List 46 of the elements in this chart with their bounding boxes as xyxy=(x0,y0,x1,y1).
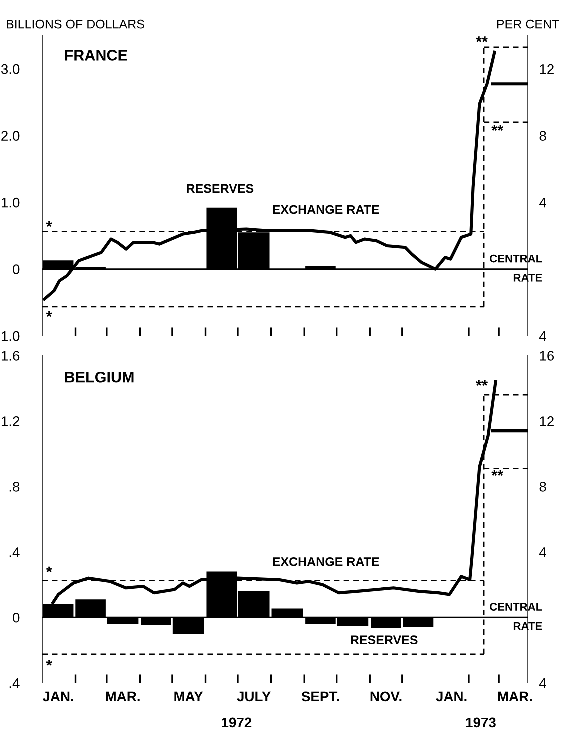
y-tick-label: 3.0 xyxy=(1,64,20,74)
y-axis-title: BILLIONS OF DOLLARS xyxy=(7,20,144,29)
text: FRANCE xyxy=(65,50,128,61)
series-label: RESERVES xyxy=(351,636,418,645)
series-label: EXCHANGE RATE xyxy=(273,205,380,214)
y2-tick-label: 16 xyxy=(540,351,554,361)
series-label: * xyxy=(46,221,52,228)
series-label: * xyxy=(46,311,52,318)
y2-tick-label: 8 xyxy=(540,131,546,142)
y-tick-label: 0 xyxy=(13,264,20,274)
x-tick-label: JAN. xyxy=(436,692,467,702)
series-label: RESERVES xyxy=(187,184,254,194)
series-label: ** xyxy=(492,470,504,476)
y2-tick-label: 4 xyxy=(540,198,547,208)
series-label: * xyxy=(46,660,52,666)
text: 1972 xyxy=(222,718,252,728)
x-tick-label: SEPT. xyxy=(302,692,340,702)
y2-tick-label: 12 xyxy=(540,416,554,426)
y-tick-label: .4 xyxy=(10,548,20,558)
y2-axis-title: PER CENT xyxy=(497,20,560,29)
x-tick-label: JULY xyxy=(237,692,271,702)
y2-tick-label: 4 xyxy=(540,548,547,558)
y2-tick-label: 12 xyxy=(540,64,554,74)
y-tick-label: 1.0 xyxy=(2,331,20,342)
y-tick-label: 0 xyxy=(13,612,20,623)
x-tick-label: NOV. xyxy=(370,692,402,702)
x-tick-label: JAN. xyxy=(42,692,74,702)
y-tick-label: 1.6 xyxy=(2,351,20,361)
x-tick-label: MAY xyxy=(174,692,204,702)
x-tick-label: MAR. xyxy=(498,692,532,702)
series-label: ** xyxy=(476,36,488,42)
y-tick-label: 1.0 xyxy=(2,198,20,208)
series-label: * xyxy=(46,566,52,573)
y-tick-label: .8 xyxy=(10,482,20,492)
x-tick-label: MAR. xyxy=(106,692,140,702)
series-label: ** xyxy=(492,125,504,131)
y-tick-label: 1.2 xyxy=(2,416,20,426)
series-label: ** xyxy=(476,380,488,386)
y2-tick-label: 8 xyxy=(540,482,546,492)
y2-tick-label: 4 xyxy=(540,678,547,688)
y-tick-label: .4 xyxy=(10,678,20,688)
series-label: EXCHANGE RATE xyxy=(273,557,380,566)
y2-tick-label: 4 xyxy=(540,332,547,342)
text: BELGIUM xyxy=(65,372,134,383)
text: 1973 xyxy=(466,718,496,728)
y-tick-label: 2.0 xyxy=(2,131,20,142)
